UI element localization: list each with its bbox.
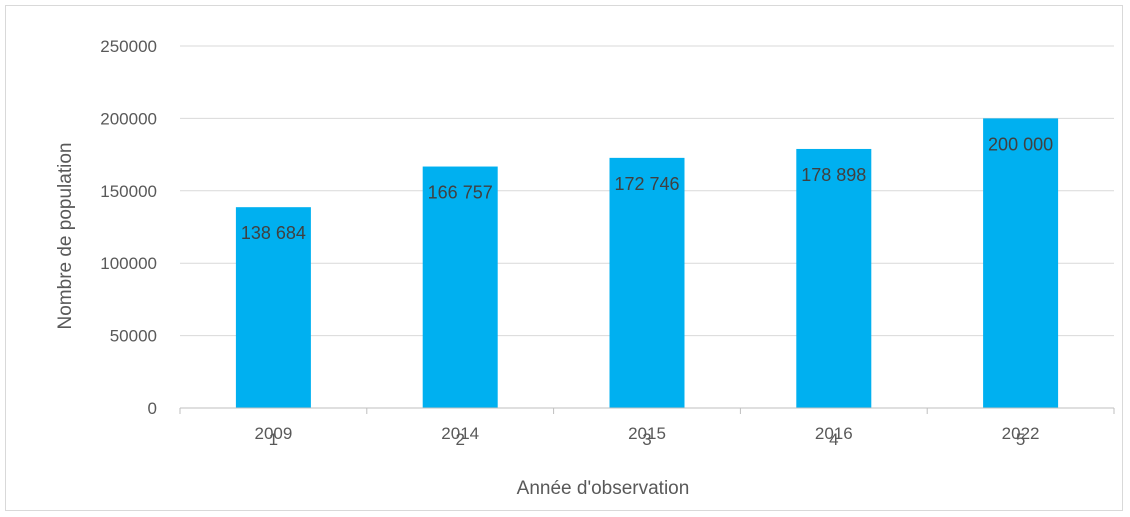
bar (422, 166, 498, 408)
x-tick-label-category: 5 (1016, 430, 1025, 449)
x-tick-label-category: 2 (455, 430, 464, 449)
data-label: 138 684 (241, 223, 306, 243)
chart-frame (5, 5, 1123, 511)
x-tick-label-year: 2015 (628, 424, 666, 443)
bars (235, 118, 1059, 409)
x-axis (179, 407, 1115, 414)
x-tick-label-year: 2022 (1002, 424, 1040, 443)
bar (983, 118, 1059, 409)
data-label: 166 757 (428, 183, 493, 203)
x-tick-label-year: 2016 (815, 424, 853, 443)
y-tick-label: 0 (148, 399, 157, 418)
x-tick-label-category: 4 (829, 430, 838, 449)
x-axis-title: Année d'observation (517, 478, 690, 499)
data-labels: 138 684 166 757 172 746 178 898 200 000 (241, 134, 1053, 243)
x-tick-label-category: 3 (642, 430, 651, 449)
y-tick-labels: 0 50000 100000 150000 200000 250000 (100, 37, 157, 418)
x-tick-label-category: 1 (269, 430, 278, 449)
y-tick-label: 100000 (100, 254, 157, 273)
y-tick-label: 250000 (100, 37, 157, 56)
data-label: 200 000 (988, 134, 1053, 154)
y-tick-label: 150000 (100, 182, 157, 201)
bar (796, 148, 872, 408)
x-tick-label-year: 2009 (254, 424, 292, 443)
data-label: 178 898 (801, 165, 866, 185)
bar (609, 157, 685, 408)
y-axis-title: Nombre de population (55, 143, 76, 330)
y-tick-label: 50000 (110, 327, 157, 346)
y-tick-label: 200000 (100, 109, 157, 128)
data-label: 172 746 (614, 174, 679, 194)
x-tick-label-year: 2014 (441, 424, 479, 443)
bar (235, 207, 311, 408)
